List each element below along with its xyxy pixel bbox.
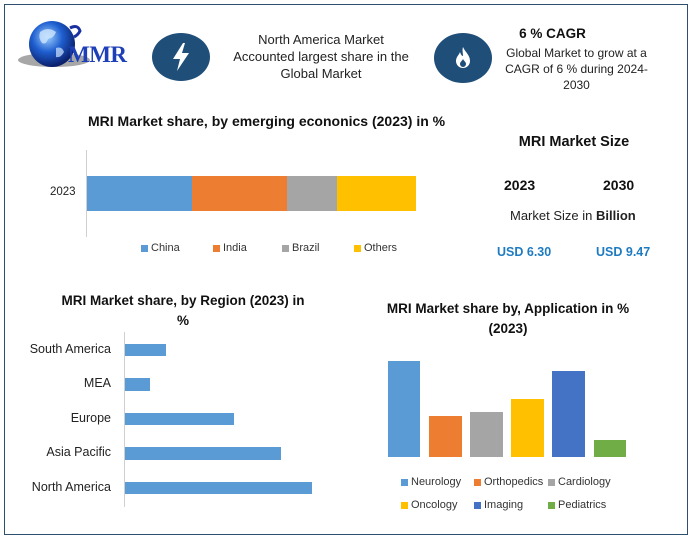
highlight2-line1: Global Market to grow at a bbox=[506, 46, 647, 60]
bar-cardiology bbox=[470, 412, 503, 457]
bar-europe bbox=[125, 413, 234, 425]
legend-label: Imaging bbox=[484, 499, 524, 511]
legend-india: India bbox=[213, 242, 247, 254]
legend-neurology: Neurology bbox=[401, 476, 461, 488]
region-chart-title: MRI Market share, by Region (2023) in % bbox=[48, 291, 318, 331]
legend-label: Cardiology bbox=[558, 476, 611, 488]
highlight-cagr: Global Market to grow at a CAGR of 6 % d… bbox=[495, 45, 658, 93]
region-label-north-america: North America bbox=[31, 480, 111, 494]
bar-south-america bbox=[125, 344, 166, 356]
legend-swatch bbox=[474, 478, 481, 486]
market-size-title: MRI Market Size bbox=[518, 134, 630, 150]
application-chart-title: MRI Market share by, Application in % (2… bbox=[372, 299, 644, 339]
lightning-bolt-icon bbox=[152, 33, 210, 81]
legend-label: Pediatrics bbox=[558, 499, 607, 511]
region-title-line1: MRI Market share, by Region (2023) in bbox=[61, 293, 305, 308]
logo: MMR bbox=[12, 18, 137, 78]
legend-swatch bbox=[141, 244, 148, 252]
legend-label: Neurology bbox=[411, 476, 462, 488]
application-title-line1: MRI Market share by, Application in % bbox=[386, 301, 630, 316]
legend-china: China bbox=[141, 242, 180, 254]
bar-neurology bbox=[388, 361, 420, 457]
emerging-year-label: 2023 bbox=[50, 186, 76, 198]
legend-oncology: Oncology bbox=[401, 499, 457, 511]
legend-swatch bbox=[282, 244, 289, 252]
highlight1-line3: Global Market bbox=[280, 66, 362, 81]
highlight2-line3: 2030 bbox=[563, 78, 590, 92]
emerging-chart-title: MRI Market share, by emerging econonics … bbox=[88, 113, 446, 129]
bar-mea bbox=[125, 378, 150, 391]
subtitle-prefix: Market Size in bbox=[510, 208, 596, 223]
market-size-value-2023: USD 6.30 bbox=[497, 245, 552, 259]
market-size-year-2023: 2023 bbox=[504, 177, 536, 193]
highlight-north-america: North America Market Accounted largest s… bbox=[222, 31, 420, 82]
subtitle-bold: Billion bbox=[595, 208, 636, 223]
bar-china bbox=[87, 176, 192, 211]
flame-icon bbox=[434, 33, 492, 83]
bar-orthopedics bbox=[429, 416, 462, 457]
legend-swatch bbox=[548, 501, 555, 509]
legend-pediatrics: Pediatrics bbox=[548, 499, 606, 511]
legend-others: Others bbox=[354, 242, 397, 254]
legend-label: India bbox=[223, 242, 247, 254]
legend-label: Others bbox=[364, 242, 398, 254]
region-title-line2: % bbox=[176, 313, 189, 328]
highlight2-line2: CAGR of 6 % during 2024- bbox=[505, 62, 648, 76]
logo-text: MMR bbox=[68, 42, 127, 67]
bar-india bbox=[192, 176, 287, 211]
legend-swatch bbox=[401, 501, 408, 509]
legend-swatch bbox=[548, 478, 555, 486]
market-size-subtitle: Market Size in Billion bbox=[510, 208, 636, 223]
legend-cardiology: Cardiology bbox=[548, 476, 611, 488]
bar-oncology bbox=[511, 399, 544, 457]
region-label-south-america: South America bbox=[29, 342, 111, 356]
legend-imaging: Imaging bbox=[474, 499, 523, 511]
bar-north-america bbox=[125, 482, 312, 494]
bar-brazil bbox=[287, 176, 337, 211]
emerging-axis bbox=[86, 150, 87, 237]
region-label-europe: Europe bbox=[70, 411, 111, 425]
infographic-frame bbox=[4, 4, 688, 535]
legend-brazil: Brazil bbox=[282, 242, 320, 254]
legend-swatch bbox=[213, 244, 220, 252]
bar-asia-pacific bbox=[125, 447, 281, 460]
market-size-value-2030: USD 9.47 bbox=[596, 245, 651, 259]
highlight1-line2: Accounted largest share in the bbox=[233, 49, 409, 64]
legend-swatch bbox=[354, 244, 361, 252]
region-label-mea: MEA bbox=[83, 376, 111, 390]
legend-label: Brazil bbox=[292, 242, 320, 254]
legend-swatch bbox=[401, 478, 408, 486]
legend-swatch bbox=[474, 501, 481, 509]
region-label-asia-pacific: Asia Pacific bbox=[46, 445, 111, 459]
application-title-line2: (2023) bbox=[488, 321, 528, 336]
market-size-year-2030: 2030 bbox=[603, 177, 635, 193]
legend-orthopedics: Orthopedics bbox=[474, 476, 543, 488]
legend-label: China bbox=[151, 242, 180, 254]
bar-pediatrics bbox=[594, 440, 626, 457]
legend-label: Orthopedics bbox=[484, 476, 544, 488]
region-axis bbox=[124, 332, 125, 507]
highlight1-line1: North America Market bbox=[258, 32, 384, 47]
bar-others bbox=[337, 176, 416, 211]
legend-label: Oncology bbox=[411, 499, 458, 511]
globe-icon bbox=[18, 21, 90, 67]
bar-imaging bbox=[552, 371, 585, 457]
cagr-title: 6 % CAGR bbox=[519, 26, 586, 41]
